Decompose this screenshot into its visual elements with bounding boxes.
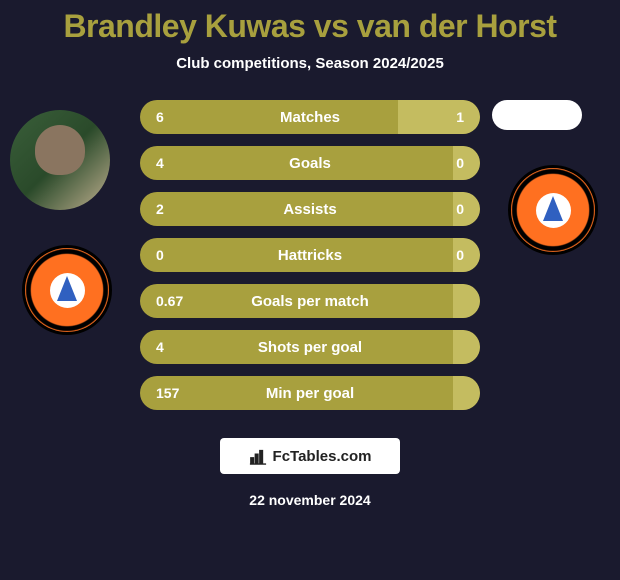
stats-area: 6 Matches 1 4 Goals 0 2 Assists 0 0 Hatt… (0, 100, 620, 410)
stat-label: Goals per match (140, 293, 480, 310)
stat-value-right: 1 (456, 109, 464, 125)
page-title: Brandley Kuwas vs van der Horst (63, 8, 556, 45)
stat-value-right: 0 (456, 201, 464, 217)
footer-badge[interactable]: FcTables.com (220, 438, 400, 474)
date-text: 22 november 2024 (249, 492, 370, 508)
stat-value-right: 0 (456, 155, 464, 171)
stat-row: 4 Shots per goal (140, 330, 480, 364)
stat-label: Shots per goal (140, 339, 480, 356)
stat-label: Hattricks (140, 247, 480, 264)
page-subtitle: Club competitions, Season 2024/2025 (176, 55, 444, 72)
stat-row: 0 Hattricks 0 (140, 238, 480, 272)
stats-list: 6 Matches 1 4 Goals 0 2 Assists 0 0 Hatt… (140, 100, 480, 410)
stat-label: Matches (140, 109, 480, 126)
stat-row: 2 Assists 0 (140, 192, 480, 226)
stat-value-right: 0 (456, 247, 464, 263)
stat-row: 157 Min per goal (140, 376, 480, 410)
stat-row: 0.67 Goals per match (140, 284, 480, 318)
player-avatar-left (10, 110, 110, 210)
club-badge-left (22, 245, 112, 335)
stat-label: Assists (140, 201, 480, 218)
club-badge-right (508, 165, 598, 255)
chart-icon (249, 447, 267, 465)
footer-text: FcTables.com (273, 448, 372, 465)
stat-label: Min per goal (140, 385, 480, 402)
stat-row: 4 Goals 0 (140, 146, 480, 180)
stat-row: 6 Matches 1 (140, 100, 480, 134)
stat-label: Goals (140, 155, 480, 172)
player-avatar-right (492, 100, 582, 130)
